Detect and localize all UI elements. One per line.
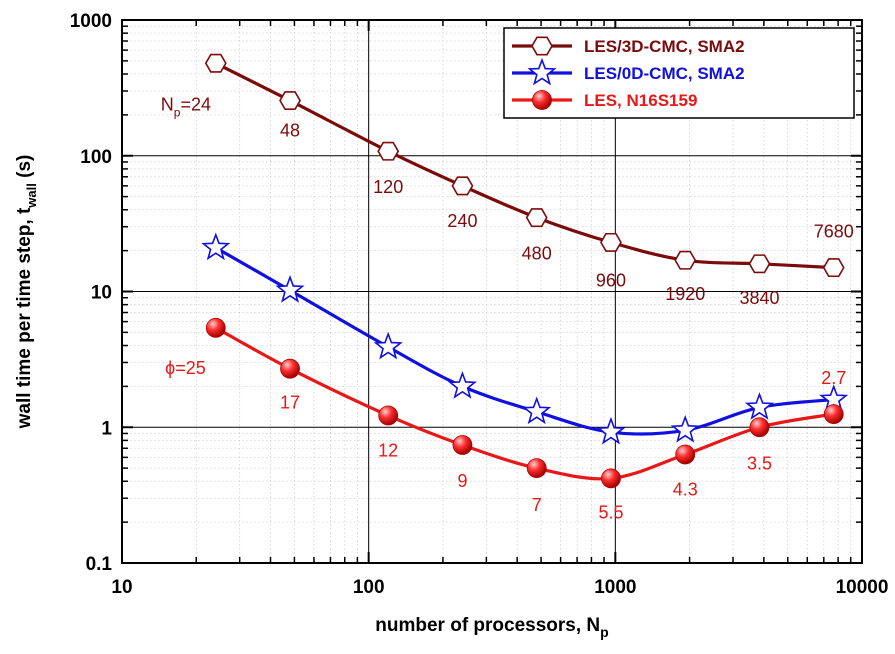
np-label-main: N — [161, 94, 174, 114]
data-point — [600, 232, 622, 252]
phi-label: ϕ=25 — [165, 358, 206, 378]
data-point — [204, 53, 227, 73]
np-label: 120 — [373, 177, 403, 197]
series-layer — [201, 53, 849, 489]
phi-label: 9 — [457, 471, 467, 491]
np-label: 960 — [596, 270, 626, 290]
data-point — [823, 404, 844, 424]
x-axis-title-main: number of processors, N — [375, 615, 600, 636]
x-axis-title-sub: p — [600, 624, 609, 640]
np-label-rest: =24 — [180, 94, 211, 114]
np-label: 3840 — [739, 288, 779, 308]
data-point — [674, 250, 697, 270]
np-label: Np=24 — [161, 94, 211, 119]
np-label: 48 — [280, 121, 300, 141]
np-label-sub: p — [174, 105, 181, 119]
x-tick-label: 10 — [111, 577, 132, 598]
x-tick-label: 1000 — [594, 577, 636, 598]
data-point — [452, 435, 473, 455]
np-label: 480 — [522, 244, 552, 264]
legend-marker — [531, 36, 553, 56]
y-axis-title-sub: wall — [24, 183, 39, 209]
phi-label: 4.3 — [673, 479, 698, 499]
phi-label: 12 — [378, 441, 398, 461]
y-tick-label: 1000 — [70, 11, 112, 32]
legend-marker — [532, 90, 552, 110]
y-tick-label: 0.1 — [86, 554, 113, 575]
y-axis-title-main: wall time per time step, t — [14, 207, 35, 429]
x-axis-title: number of processors, Np — [375, 615, 608, 640]
legend-label: LES, N16S159 — [584, 91, 697, 110]
data-point — [526, 458, 547, 479]
x-tick-label: 100 — [353, 577, 385, 598]
legend-label: LES/0D-CMC, SMA2 — [584, 64, 745, 83]
phi-label: 5.5 — [598, 502, 623, 522]
legend-item-2: LES/0D-CMC, SMA2 — [512, 57, 745, 86]
tick-labels: 10 100 1000 10000 0.1 1 10 100 1000 — [70, 11, 889, 598]
data-point — [596, 416, 626, 445]
data-point — [280, 358, 300, 379]
data-point — [373, 331, 403, 360]
data-point — [201, 232, 231, 261]
y-axis-title-unit: (s) — [14, 155, 35, 184]
data-point — [749, 417, 770, 438]
data-point — [378, 405, 399, 426]
series-3 — [205, 317, 844, 489]
data-point — [377, 141, 400, 161]
data-point — [744, 392, 775, 420]
data-point — [601, 468, 621, 489]
data-point — [451, 176, 474, 196]
data-point — [522, 396, 552, 425]
y-tick-label: 10 — [91, 283, 112, 304]
np-label: 7680 — [814, 222, 854, 242]
data-point — [447, 371, 477, 399]
phi-label: 2.7 — [821, 368, 846, 388]
data-point — [275, 275, 305, 303]
ticks-layer — [121, 19, 863, 564]
data-point — [525, 208, 548, 228]
phi-label: 3.5 — [747, 453, 772, 473]
legend: LES/3D-CMC, SMA2 LES/0D-CMC, SMA2 LES, N16… — [503, 27, 855, 119]
phi-label: 17 — [280, 393, 300, 413]
series-1 — [204, 53, 845, 278]
legend-item-3: LES, N16S159 — [512, 90, 697, 110]
data-point — [675, 444, 696, 465]
y-tick-label: 100 — [80, 147, 112, 168]
np-label: 240 — [447, 211, 477, 231]
data-point — [279, 91, 301, 111]
legend-marker — [527, 57, 557, 86]
data-point — [205, 317, 226, 338]
np-label: 1920 — [665, 284, 705, 304]
legend-label: LES/3D-CMC, SMA2 — [584, 37, 745, 56]
y-tick-label: 1 — [101, 418, 112, 439]
phi-label: 7 — [532, 495, 542, 515]
data-point — [670, 414, 700, 443]
data-point — [822, 258, 845, 278]
x-tick-label: 10000 — [836, 577, 889, 598]
y-axis-title: wall time per time step, twall (s) — [14, 155, 39, 430]
data-point — [748, 254, 771, 274]
annotation-layer: Np=24 48 120 240 480 960 1920 3840 7680 ϕ=25 17 12 9… — [161, 94, 854, 522]
legend-item-1: LES/3D-CMC, SMA2 — [512, 36, 745, 56]
